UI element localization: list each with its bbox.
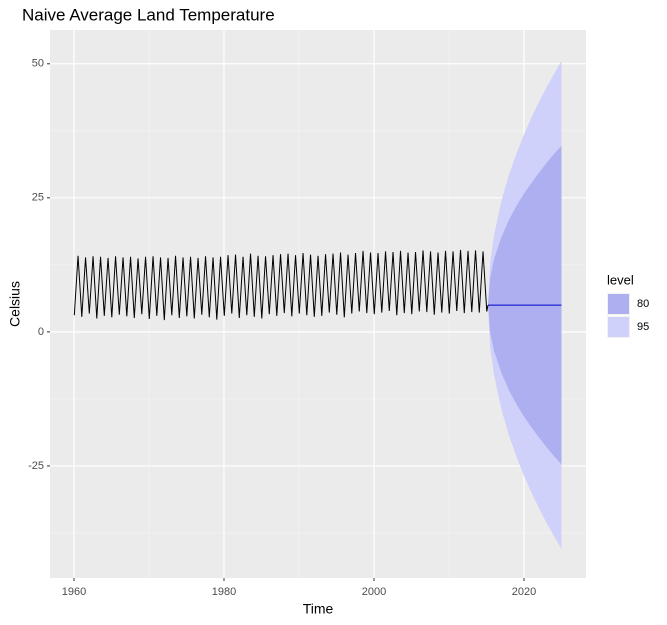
chart-title: Naive Average Land Temperature (22, 5, 275, 24)
legend-swatch (608, 317, 629, 337)
series-line (73, 249, 489, 321)
x-tick-label: 2000 (362, 586, 386, 598)
legend-label: 95 (637, 321, 649, 333)
legend-label: 80 (637, 298, 649, 310)
y-axis-title: Celsius (7, 281, 23, 327)
legend-title: level (607, 272, 634, 287)
x-tick-label: 1980 (212, 586, 236, 598)
y-tick-label: -25 (28, 460, 44, 472)
y-tick-label: 25 (32, 192, 44, 204)
legend-swatch (608, 294, 629, 314)
x-tick-label: 1960 (62, 586, 86, 598)
x-axis-title: Time (303, 601, 334, 617)
x-tick-label: 2020 (512, 586, 536, 598)
y-tick-label: 50 (32, 58, 44, 70)
y-tick-label: 0 (38, 326, 44, 338)
